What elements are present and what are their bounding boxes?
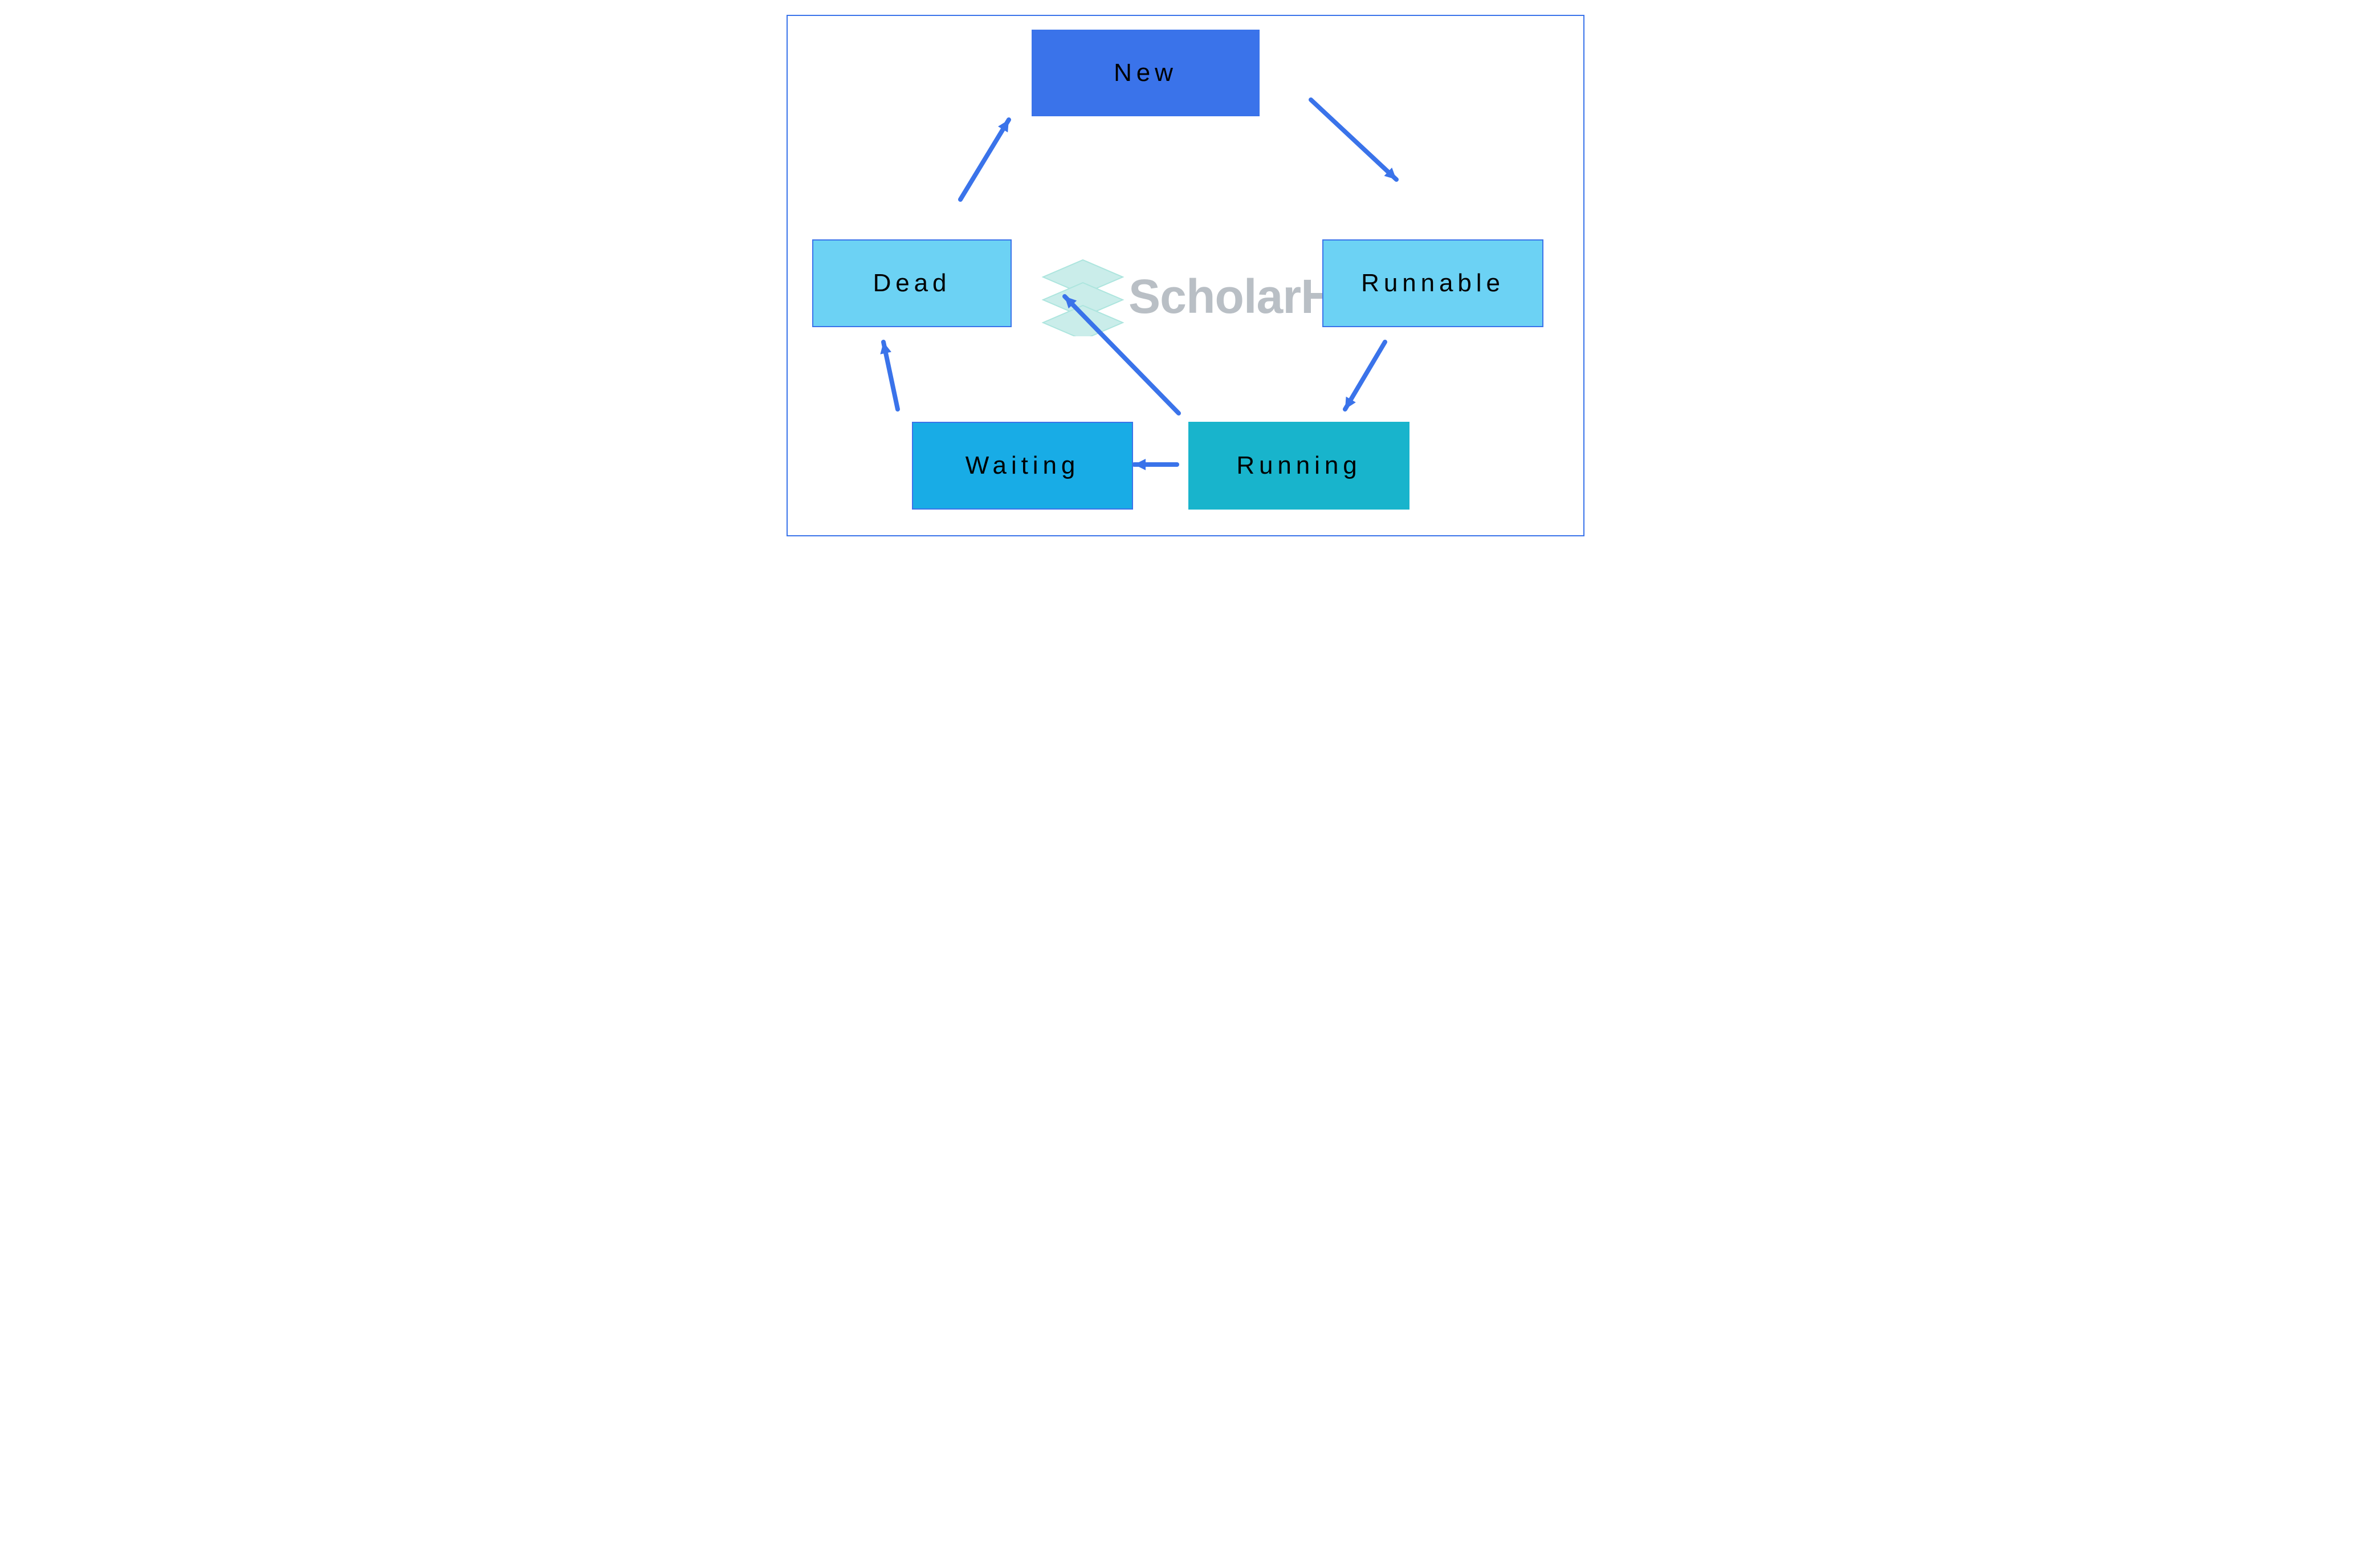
diagram-canvas: ScholarHat NewRunnableRunningWaitingDead — [769, 0, 1602, 550]
node-label: Runnable — [1361, 269, 1505, 298]
node-label: Dead — [873, 269, 951, 298]
node-new: New — [1032, 30, 1260, 116]
node-runnable: Runnable — [1322, 239, 1543, 327]
node-label: Running — [1236, 451, 1361, 480]
node-dead: Dead — [812, 239, 1012, 327]
node-running: Running — [1188, 422, 1409, 510]
node-label: Waiting — [965, 451, 1080, 480]
node-label: New — [1114, 59, 1178, 87]
node-waiting: Waiting — [912, 422, 1133, 510]
